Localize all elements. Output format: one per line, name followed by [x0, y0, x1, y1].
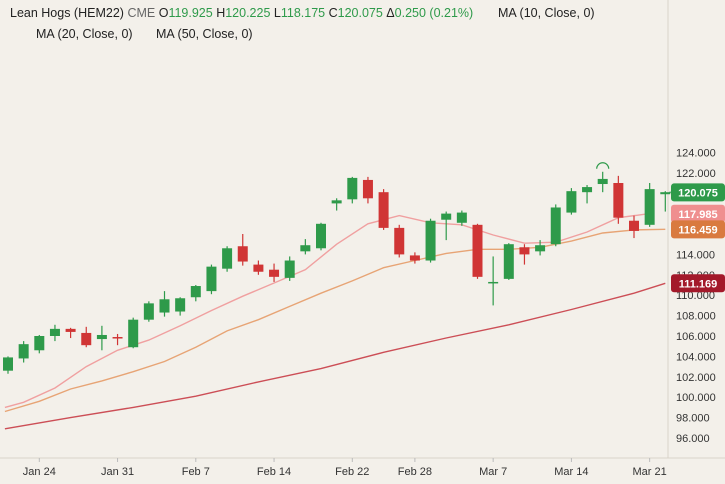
- candle-down: [253, 264, 264, 272]
- y-tick-label: 96.000: [676, 433, 710, 445]
- x-tick-label: Feb 7: [182, 466, 210, 478]
- y-tick-label: 122.000: [676, 168, 716, 180]
- candle-up: [3, 357, 13, 371]
- candle-up: [535, 245, 546, 252]
- candle-up: [441, 213, 452, 220]
- x-tick-label: Mar 7: [479, 466, 507, 478]
- candle-up: [503, 244, 514, 279]
- x-tick-label: Jan 31: [101, 466, 134, 478]
- candle-up: [550, 207, 561, 245]
- y-tick-label: 98.000: [676, 413, 710, 425]
- candle-up: [660, 192, 671, 195]
- x-tick-label: Feb 22: [335, 466, 369, 478]
- candle-up: [190, 286, 201, 298]
- candle-up: [34, 336, 45, 351]
- candle-down: [394, 227, 405, 255]
- y-tick-label: 104.000: [676, 351, 716, 363]
- legend-close-label: C: [328, 6, 338, 20]
- candle-up: [159, 299, 170, 313]
- x-tick-label: Mar 14: [554, 466, 588, 478]
- candle-up: [222, 248, 233, 269]
- y-tick-label: 102.000: [676, 372, 716, 384]
- price-badge-label: 120.075: [678, 187, 718, 199]
- ma20-line: [4, 228, 666, 413]
- legend-symbol: Lean Hogs (HEM22): [10, 6, 124, 20]
- y-tick-label: 106.000: [676, 331, 716, 343]
- x-tick-label: Feb 28: [398, 466, 432, 478]
- legend-open-value: 119.925: [168, 6, 213, 20]
- candle-up: [175, 298, 186, 312]
- candle-up: [49, 328, 60, 336]
- candle-down: [269, 269, 280, 277]
- price-badge: [671, 274, 725, 293]
- candle-down: [378, 192, 389, 228]
- candle-up: [18, 344, 29, 359]
- candle-down: [409, 255, 420, 261]
- candle-down: [613, 183, 624, 218]
- x-tick-label: Feb 14: [257, 466, 291, 478]
- price-badge: [671, 220, 725, 239]
- candle-up: [566, 191, 577, 213]
- y-tick-label: 124.000: [676, 147, 716, 159]
- candle-up: [597, 178, 608, 185]
- candle-up: [143, 303, 154, 320]
- candle-up: [582, 187, 593, 193]
- candle-down: [237, 246, 248, 262]
- price-badge: [671, 204, 725, 223]
- price-badge-label: 117.985: [678, 209, 717, 221]
- legend-change-label: Δ: [386, 6, 395, 20]
- legend-high-value: 120.225: [225, 6, 271, 20]
- y-tick-label: 114.000: [676, 249, 715, 261]
- legend-ma20[interactable]: MA (20, Close, 0): [36, 27, 133, 41]
- price-badge-label: 111.169: [679, 278, 718, 290]
- candle-down: [112, 337, 123, 339]
- candle-down: [472, 224, 483, 277]
- candle-up: [206, 266, 217, 292]
- legend-low-value: 118.175: [280, 6, 326, 20]
- price-badge: [671, 183, 725, 202]
- ma50-line: [4, 282, 666, 430]
- y-tick-label: 100.000: [676, 392, 716, 404]
- y-tick-label: 108.000: [676, 311, 716, 323]
- candle-up: [300, 245, 311, 252]
- legend-low-label: L: [273, 6, 281, 20]
- x-tick-label: Jan 24: [23, 466, 56, 478]
- candle-up: [128, 319, 139, 348]
- legend-ohlc-row: Lean Hogs (HEM22) CME O119.925 H120.225 …: [10, 6, 473, 20]
- candle-down: [629, 220, 639, 231]
- candle-down: [81, 332, 92, 346]
- candle-up: [316, 223, 326, 249]
- candle-down: [65, 328, 76, 332]
- candle-up: [456, 212, 467, 223]
- legend-change-value: 0.250 (0.21%): [394, 6, 474, 20]
- candle-up: [644, 189, 655, 225]
- candle-up: [425, 220, 436, 261]
- legend-open-label: O: [158, 6, 169, 20]
- candle-up: [331, 200, 342, 204]
- y-tick-label: 110.000: [676, 290, 715, 302]
- legend-ma50[interactable]: MA (50, Close, 0): [156, 27, 253, 41]
- high-marker: [596, 162, 610, 169]
- legend-high-label: H: [216, 6, 226, 20]
- candle-up: [488, 281, 499, 284]
- candle-down: [519, 247, 530, 255]
- candle-up: [284, 260, 295, 278]
- candle-down: [362, 179, 373, 199]
- legend-close-value: 120.075: [337, 6, 383, 20]
- legend-ma10[interactable]: MA (10, Close, 0): [498, 6, 595, 20]
- candle-up: [347, 177, 358, 200]
- price-badge-label: 116.459: [678, 224, 717, 236]
- candle-up: [96, 334, 107, 340]
- x-tick-label: Mar 21: [633, 466, 667, 478]
- legend-exchange: CME: [127, 6, 156, 20]
